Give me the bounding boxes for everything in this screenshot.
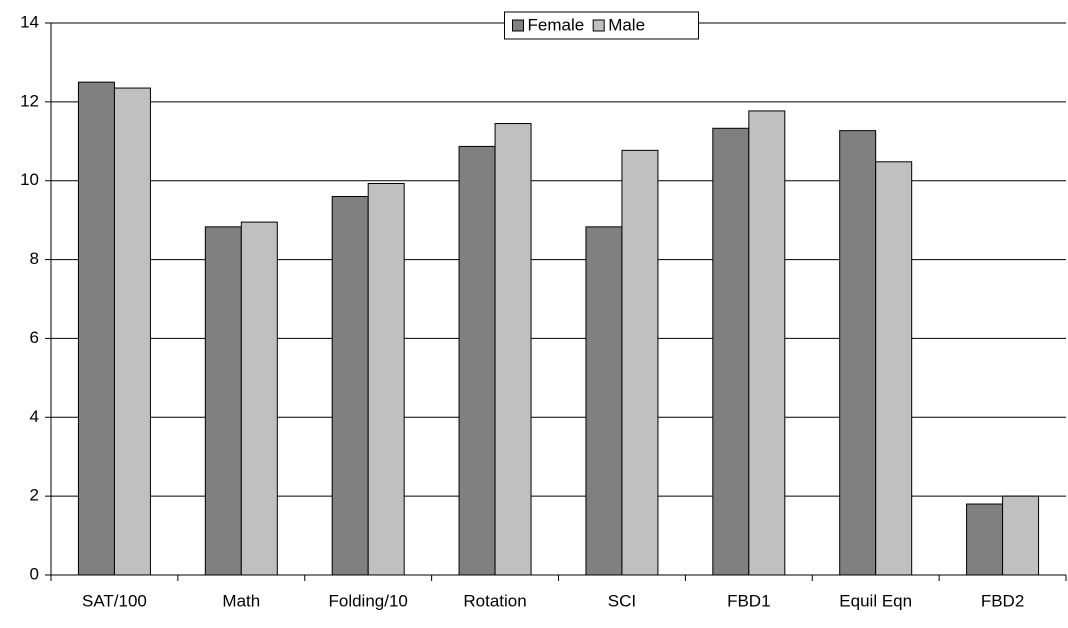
x-tick-label: FBD2 (981, 591, 1024, 610)
bar (77, 81, 115, 576)
bar (458, 145, 496, 576)
bar (621, 149, 659, 576)
x-tick-label: SAT/100 (82, 591, 147, 610)
bar (367, 182, 405, 576)
y-tick-label: 12 (20, 91, 39, 110)
bar (1002, 495, 1040, 576)
x-tick-label: Math (222, 591, 260, 610)
legend-swatch (592, 19, 605, 32)
bar (204, 226, 242, 576)
x-tick-label: Rotation (463, 591, 526, 610)
y-tick-label: 8 (30, 249, 39, 268)
y-tick-label: 10 (20, 170, 39, 189)
bar (585, 226, 623, 576)
bar (494, 123, 532, 576)
y-tick-label: 2 (30, 486, 39, 505)
legend-label: Male (608, 15, 645, 34)
bar (240, 221, 278, 576)
bar (748, 110, 786, 576)
y-tick-label: 6 (30, 328, 39, 347)
bar (712, 127, 750, 576)
legend-label: Female (528, 15, 585, 34)
y-tick-label: 0 (30, 564, 39, 583)
x-tick-label: Folding/10 (328, 591, 407, 610)
bar (331, 195, 369, 576)
x-tick-label: Equil Eqn (839, 591, 912, 610)
bar (966, 503, 1004, 576)
x-tick-label: SCI (608, 591, 636, 610)
bar (875, 161, 913, 576)
bar (113, 87, 151, 576)
y-tick-label: 4 (30, 407, 39, 426)
legend-swatch (512, 19, 524, 32)
x-tick-label: FBD1 (727, 591, 770, 610)
bar (839, 130, 877, 576)
y-tick-label: 14 (20, 12, 39, 31)
